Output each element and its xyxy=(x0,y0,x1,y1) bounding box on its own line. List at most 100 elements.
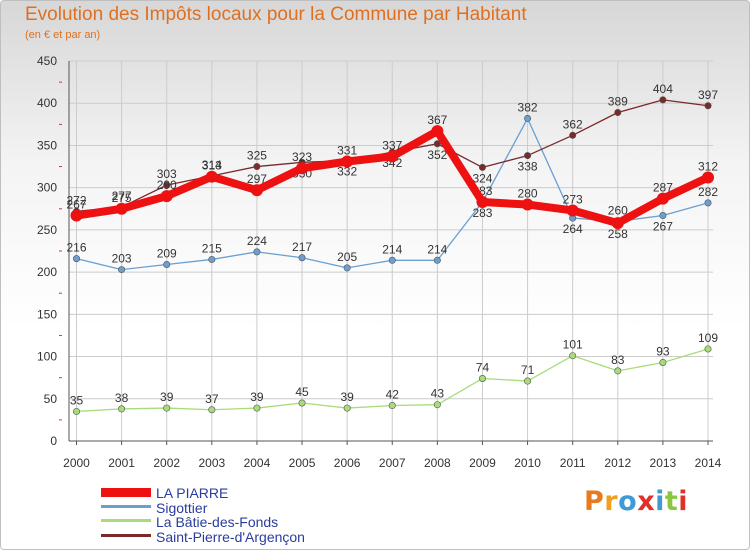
data-label: 264 xyxy=(563,222,583,236)
data-point xyxy=(524,377,532,385)
data-point xyxy=(433,401,441,409)
data-label: 290 xyxy=(157,178,177,192)
data-point xyxy=(566,204,579,217)
data-label: 42 xyxy=(386,388,400,402)
data-label: 83 xyxy=(611,353,625,367)
data-label: 397 xyxy=(698,88,718,102)
data-label: 38 xyxy=(115,391,129,405)
data-point xyxy=(702,171,714,184)
data-point xyxy=(208,255,216,263)
x-tick-label: 2001 xyxy=(108,456,135,470)
data-label: 39 xyxy=(340,390,354,404)
logo-letter: i xyxy=(655,486,665,517)
x-tick-label: 2013 xyxy=(650,456,677,470)
y-tick-label: 150 xyxy=(37,307,57,321)
legend-swatch-sigottier xyxy=(101,504,151,508)
data-label: 313 xyxy=(202,159,222,173)
data-point xyxy=(208,406,216,414)
data-point xyxy=(704,345,712,353)
data-point xyxy=(115,202,128,215)
data-point xyxy=(611,217,624,230)
data-point xyxy=(73,407,81,415)
data-point xyxy=(433,140,441,148)
data-label: 39 xyxy=(250,390,264,404)
data-label: 275 xyxy=(112,191,132,205)
data-label: 224 xyxy=(247,234,267,248)
data-label: 272 xyxy=(66,193,86,207)
y-tick-label: 250 xyxy=(37,223,57,237)
x-tick-label: 2000 xyxy=(63,456,90,470)
data-point xyxy=(343,264,351,272)
y-tick-label: 200 xyxy=(37,265,57,279)
x-tick-label: 2003 xyxy=(198,456,225,470)
data-label: 303 xyxy=(157,167,177,181)
legend-swatch-la-piarre xyxy=(101,488,151,497)
data-point xyxy=(253,248,261,256)
data-point xyxy=(569,131,577,139)
data-point xyxy=(298,399,306,407)
data-point xyxy=(569,352,577,360)
data-point xyxy=(70,209,83,222)
data-point xyxy=(253,404,261,412)
legend-swatch-saint-pierre-d-argencon xyxy=(101,533,151,537)
data-point xyxy=(298,254,306,262)
data-label: 312 xyxy=(698,160,718,174)
logo-letter: r xyxy=(604,486,619,517)
x-tick-label: 2008 xyxy=(424,456,451,470)
data-label: 205 xyxy=(337,250,357,264)
logo-letter: o xyxy=(618,486,638,517)
data-label: 43 xyxy=(431,387,445,401)
data-label: 324 xyxy=(472,171,492,185)
data-label: 35 xyxy=(70,393,84,407)
data-point xyxy=(253,163,261,171)
x-tick-label: 2009 xyxy=(469,456,496,470)
data-label: 314 xyxy=(202,158,222,172)
y-tick-label: 50 xyxy=(44,392,58,406)
proxiti-logo: Proxiti xyxy=(584,486,688,517)
data-label: 216 xyxy=(66,241,86,255)
logo-letter: P xyxy=(584,486,605,517)
data-label: 109 xyxy=(698,331,718,345)
data-label: 267 xyxy=(66,198,86,212)
x-tick-label: 2005 xyxy=(289,456,316,470)
data-point xyxy=(614,109,622,117)
legend-label: Sigottier xyxy=(156,499,208,516)
y-tick-label: 0 xyxy=(50,434,57,448)
data-label: 283 xyxy=(472,206,492,220)
data-label: 74 xyxy=(476,361,490,375)
data-label: 214 xyxy=(382,242,402,256)
y-tick-label: 300 xyxy=(37,181,57,195)
data-point xyxy=(118,266,126,274)
data-point xyxy=(704,199,712,207)
data-label: 209 xyxy=(157,247,177,261)
data-point xyxy=(521,198,534,211)
data-point xyxy=(163,181,171,189)
data-point xyxy=(341,155,354,168)
data-point xyxy=(659,212,667,220)
data-point xyxy=(659,96,667,104)
data-label: 101 xyxy=(563,338,583,352)
data-label: 332 xyxy=(337,165,357,179)
x-tick-label: 2002 xyxy=(153,456,180,470)
data-point xyxy=(205,170,218,183)
data-point xyxy=(656,192,669,205)
y-tick-label: 450 xyxy=(37,54,57,68)
data-point xyxy=(296,162,309,175)
legend-label: Saint-Pierre-d'Argençon xyxy=(156,528,305,545)
data-point xyxy=(524,114,532,122)
data-label: 45 xyxy=(295,385,309,399)
data-point xyxy=(704,102,712,110)
data-point xyxy=(524,152,532,160)
data-point xyxy=(614,367,622,375)
y-tick-label: 350 xyxy=(37,138,57,152)
data-label: 37 xyxy=(205,392,219,406)
data-label: 260 xyxy=(608,203,628,217)
data-point xyxy=(163,404,171,412)
data-point xyxy=(476,196,489,209)
data-label: 325 xyxy=(247,149,267,163)
data-label: 362 xyxy=(563,117,583,131)
logo-letter: x xyxy=(637,486,656,517)
data-label: 215 xyxy=(202,241,222,255)
data-point xyxy=(478,163,486,171)
